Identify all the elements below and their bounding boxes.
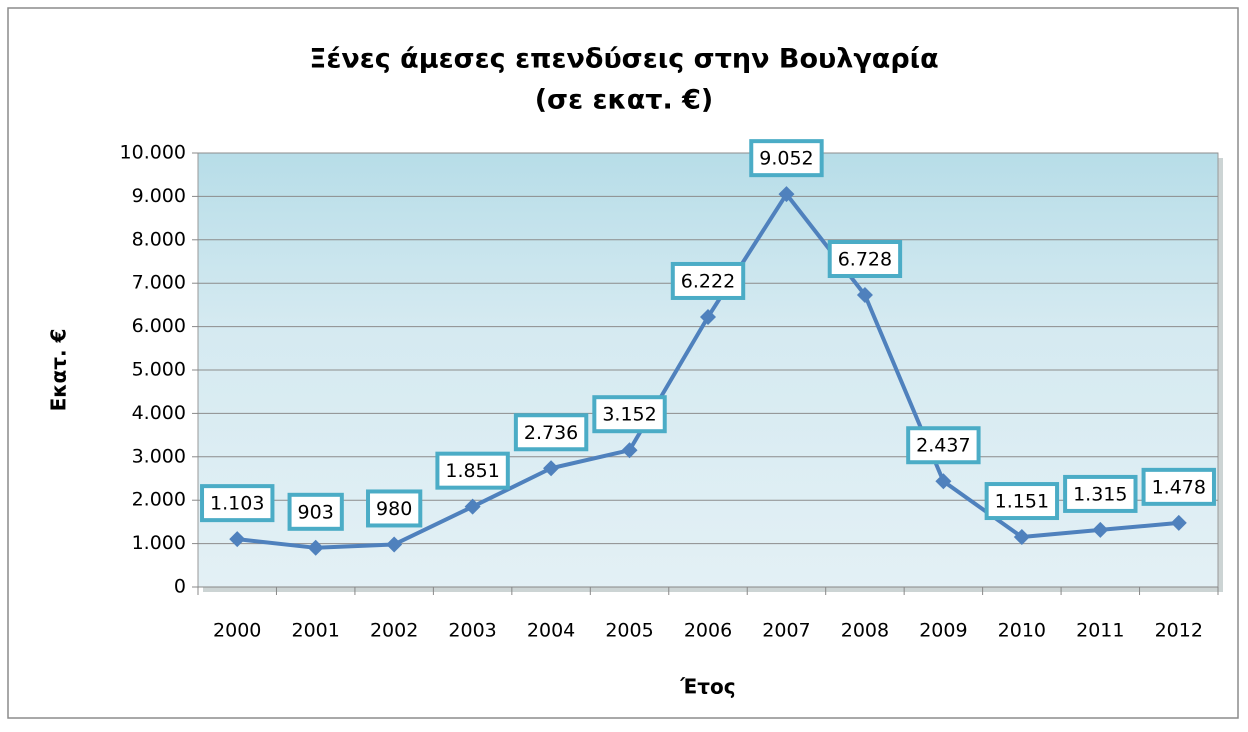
x-tick-label: 2004 (527, 620, 575, 642)
x-tick-label: 2012 (1155, 620, 1203, 642)
data-label: 1.478 (1152, 476, 1206, 498)
data-label: 3.152 (602, 404, 656, 426)
y-tick-label: 5.000 (132, 359, 186, 381)
data-label-box (1141, 467, 1216, 506)
y-tick-label: 8.000 (132, 228, 186, 250)
x-tick-label: 2008 (841, 620, 889, 642)
data-marker (543, 460, 560, 477)
y-tick-label: 1.000 (132, 532, 186, 554)
y-tick-label: 9.000 (132, 185, 186, 207)
y-tick-label: 3.000 (132, 445, 186, 467)
data-label-box (670, 261, 746, 300)
data-marker (464, 498, 481, 515)
data-marker (778, 186, 795, 203)
data-label-box (749, 139, 824, 178)
data-label: 9.052 (759, 148, 813, 170)
x-tick-label: 2001 (292, 620, 340, 642)
data-marker (1013, 529, 1030, 546)
chart-subtitle: (σε εκατ. €) (535, 85, 714, 116)
data-label: 1.851 (445, 460, 499, 482)
x-axis-title: Έτος (679, 675, 735, 699)
data-label: 1.151 (995, 491, 1049, 513)
data-label-box (984, 482, 1060, 521)
x-tick-label: 2005 (605, 620, 653, 642)
x-tick-label: 2006 (684, 620, 732, 642)
data-label-box (513, 413, 589, 452)
x-tick-label: 2010 (998, 620, 1046, 642)
data-marker (229, 531, 246, 548)
y-tick-label: 7.000 (132, 272, 186, 294)
data-marker (386, 536, 403, 553)
data-label-box (1063, 474, 1138, 513)
data-label: 1.315 (1073, 483, 1127, 505)
y-tick-label: 6.000 (132, 315, 186, 337)
data-label: 6.222 (681, 270, 735, 292)
y-tick-label: 4.000 (132, 402, 186, 424)
data-label-box (827, 240, 903, 279)
y-tick-label: 2.000 (132, 489, 186, 511)
data-label-box (592, 395, 667, 434)
data-label: 2.437 (916, 435, 970, 457)
x-tick-label: 2000 (213, 620, 261, 642)
data-label-box (200, 484, 275, 523)
data-label-box (435, 451, 510, 490)
x-tick-label: 2002 (370, 620, 418, 642)
chart-title: Ξένες άμεσες επενδύσεις στην Βουλγαρία (309, 44, 938, 75)
y-axis-title: Εκατ. € (47, 329, 71, 412)
data-marker (621, 442, 638, 459)
data-marker (700, 308, 716, 325)
y-tick-label: 10.000 (120, 142, 186, 164)
x-tick-label: 2007 (762, 620, 810, 642)
data-label: 6.728 (838, 249, 892, 271)
data-label: 2.736 (524, 422, 578, 444)
data-label-box (906, 426, 981, 465)
data-marker (307, 539, 324, 556)
data-marker (1170, 514, 1187, 531)
data-label: 980 (376, 498, 412, 520)
data-label-box (287, 492, 344, 531)
data-marker (1092, 521, 1109, 538)
data-label-box (366, 489, 423, 528)
data-label: 1.103 (210, 493, 264, 515)
x-tick-label: 2009 (919, 620, 967, 642)
y-tick-label: 0 (174, 576, 186, 598)
x-tick-label: 2003 (448, 620, 496, 642)
x-tick-label: 2011 (1076, 620, 1124, 642)
data-marker (935, 473, 952, 490)
data-label: 903 (298, 501, 334, 523)
data-marker (856, 287, 873, 304)
